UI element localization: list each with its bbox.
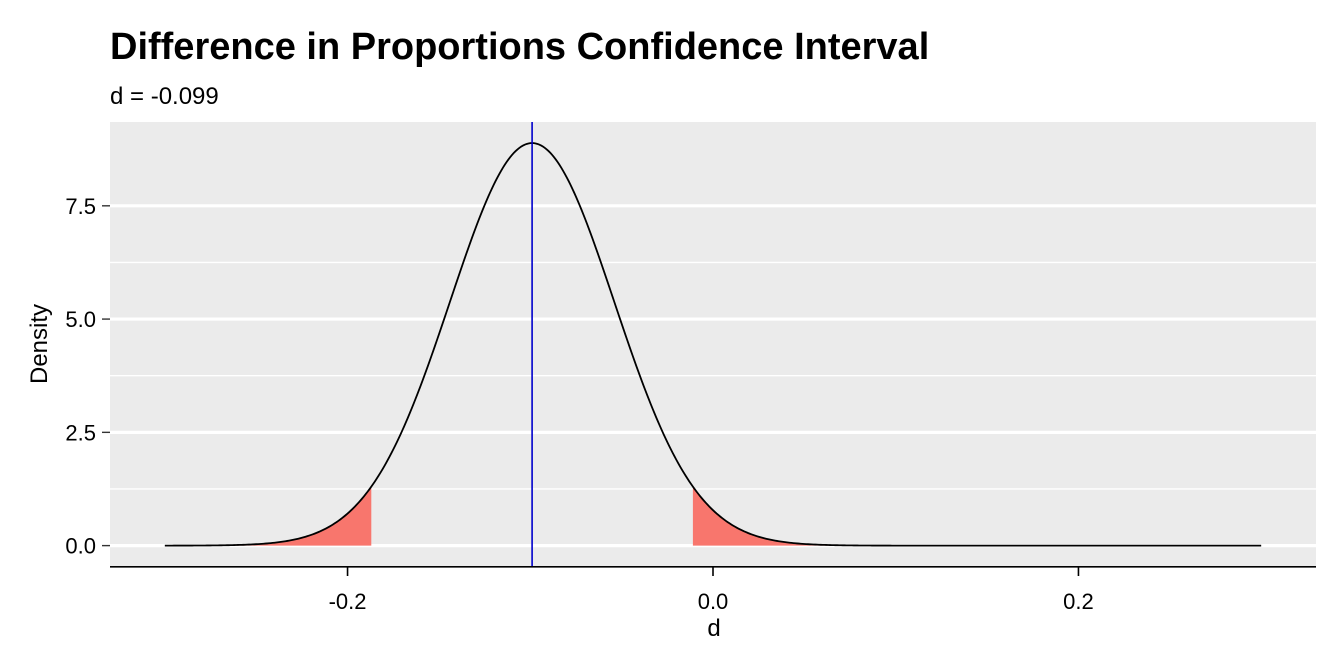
- y-tick-label: 7.5: [65, 194, 96, 219]
- x-tick-label: -0.2: [329, 589, 367, 614]
- upper-tail-area: [692, 486, 1262, 546]
- density-curve: [164, 142, 1262, 547]
- y-axis-label: Density: [26, 304, 53, 384]
- x-tick-label: 0.0: [698, 589, 729, 614]
- x-axis-ticks: -0.2 0.0 0.2: [329, 566, 1094, 614]
- chart-subtitle: d = -0.099: [110, 83, 219, 110]
- x-tick-label: 0.2: [1063, 589, 1094, 614]
- y-axis-ticks: 0.0 2.5 5.0 7.5: [65, 194, 110, 559]
- lower-tail-area: [164, 486, 372, 546]
- chart-title: Difference in Proportions Confidence Int…: [110, 26, 930, 68]
- tail-layer: [164, 486, 1262, 546]
- x-axis-label: d: [707, 615, 720, 642]
- plot-panel: [110, 122, 1316, 566]
- grid-layer: [110, 204, 1316, 548]
- y-tick-label: 0.0: [65, 534, 96, 559]
- y-tick-label: 5.0: [65, 307, 96, 332]
- y-tick-label: 2.5: [65, 420, 96, 445]
